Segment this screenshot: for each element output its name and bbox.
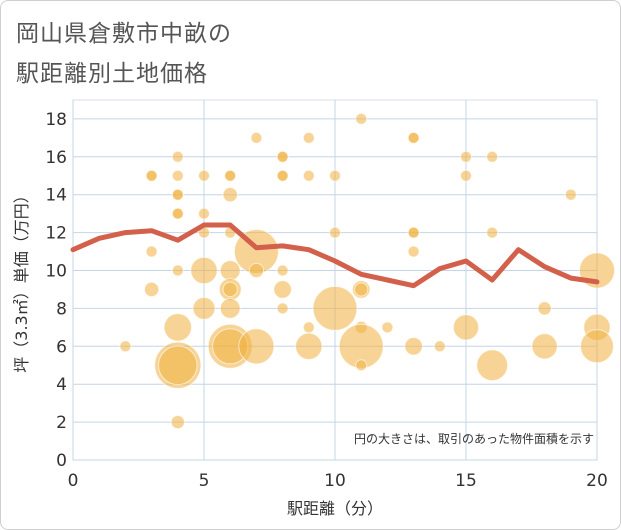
x-tick-label: 5 xyxy=(199,471,210,491)
bubble-point xyxy=(460,150,472,163)
bubble-point xyxy=(158,345,198,385)
bubble-point xyxy=(407,226,420,239)
x-tick-label: 15 xyxy=(455,471,477,491)
bubble-point xyxy=(143,281,160,298)
bubble-point xyxy=(171,264,184,277)
x-axis-label: 駅距離（分） xyxy=(287,499,383,518)
bubble-point xyxy=(219,260,241,281)
bubble-point xyxy=(404,337,423,356)
bubble-point xyxy=(276,150,289,163)
y-tick-label: 2 xyxy=(56,413,67,433)
bubble-point xyxy=(452,314,480,341)
bubble-point xyxy=(190,256,218,285)
bubble-point xyxy=(537,301,552,316)
bubble-point xyxy=(355,359,368,372)
bubble-point xyxy=(329,226,341,239)
bubble-point xyxy=(476,349,509,382)
bubble-point xyxy=(222,281,238,298)
bubble-point xyxy=(198,207,210,220)
bubble-point xyxy=(248,262,265,279)
bubble-layer xyxy=(119,112,616,430)
bubble-point xyxy=(163,313,193,342)
bubble-point xyxy=(433,340,446,353)
x-axis-ticks: 0 5 10 15 20 xyxy=(68,471,608,491)
y-tick-label: 12 xyxy=(45,224,67,244)
bubble-point xyxy=(171,207,184,220)
y-axis-ticks: 0 2 4 6 8 10 12 14 16 18 xyxy=(45,110,67,471)
chart-title-line1: 岡山県倉敷市中畝の xyxy=(16,21,232,47)
bubble-point xyxy=(329,169,341,182)
bubble-point xyxy=(276,169,289,182)
y-tick-label: 10 xyxy=(45,262,67,282)
bubble-point xyxy=(198,169,210,182)
y-tick-label: 0 xyxy=(56,451,67,471)
y-axis-label: 坪（3.3㎡）単価（万円） xyxy=(12,187,31,372)
y-tick-label: 6 xyxy=(56,337,67,357)
y-tick-label: 14 xyxy=(45,186,67,206)
bubble-size-note: 円の大きさは、取引のあった物件面積を示す xyxy=(354,431,594,446)
bubble-point xyxy=(302,169,315,182)
bubble-point xyxy=(564,188,577,201)
bubble-point xyxy=(170,415,185,430)
bubble-point xyxy=(276,302,289,315)
bubble-point xyxy=(355,112,368,125)
bubble-point xyxy=(250,131,263,144)
bubble-point xyxy=(302,321,315,334)
bubble-point xyxy=(486,226,499,239)
average-price-line xyxy=(70,222,600,289)
bubble-point xyxy=(145,169,158,182)
chart-title-line2: 駅距離別土地価格 xyxy=(16,61,208,87)
y-tick-label: 8 xyxy=(56,299,67,319)
y-tick-label: 4 xyxy=(56,375,67,395)
bubble-point xyxy=(273,280,292,299)
bubble-point xyxy=(119,340,132,353)
bubble-point xyxy=(238,328,275,365)
bubble-point xyxy=(276,264,289,277)
bubble-point xyxy=(381,321,394,334)
x-tick-label: 0 xyxy=(68,471,79,491)
bubble-point xyxy=(171,169,184,182)
bubble-point xyxy=(171,150,184,163)
bubble-point xyxy=(460,169,472,182)
bubble-point xyxy=(171,188,184,201)
bubble-point xyxy=(145,245,158,258)
bubble-point xyxy=(192,296,216,320)
bubble-point xyxy=(219,298,241,319)
bubble-point xyxy=(580,329,614,364)
bubble-point xyxy=(222,187,238,203)
x-tick-label: 10 xyxy=(324,471,346,491)
bubble-point xyxy=(302,131,315,144)
bubble-point xyxy=(312,285,358,331)
bubble-point xyxy=(486,150,499,163)
y-tick-label: 18 xyxy=(45,110,67,130)
bubble-point xyxy=(407,131,420,144)
y-tick-label: 16 xyxy=(45,148,67,168)
bubble-point xyxy=(224,169,237,182)
x-tick-label: 20 xyxy=(586,471,608,491)
bubble-point xyxy=(295,332,323,360)
bubble-point xyxy=(407,245,420,258)
bubble-point xyxy=(531,333,558,360)
bubble-point xyxy=(354,282,369,297)
